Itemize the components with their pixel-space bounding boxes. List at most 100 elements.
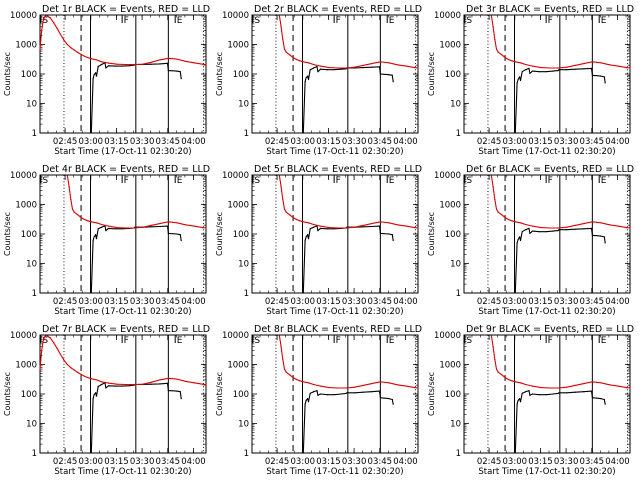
data-point-events xyxy=(590,390,593,392)
data-point-events xyxy=(121,385,123,387)
data-point-lld xyxy=(280,26,282,28)
x-axis-label: Start Time (17-Oct-11 02:30:20) xyxy=(478,147,615,157)
x-tick-label: 03:00 xyxy=(79,297,104,307)
event-marker-e: E xyxy=(389,176,395,186)
data-point-lld xyxy=(295,218,298,221)
data-point-lld xyxy=(629,227,631,229)
data-point-lld xyxy=(417,227,419,229)
data-point-lld xyxy=(519,382,522,384)
data-point-lld xyxy=(133,383,135,386)
data-point-events xyxy=(545,394,547,396)
data-point-events xyxy=(519,398,521,400)
data-point-lld xyxy=(540,387,542,389)
data-point-events xyxy=(105,67,107,69)
data-point-lld xyxy=(66,175,68,177)
data-point-events xyxy=(92,398,94,400)
y-tick-label: 10000 xyxy=(222,171,249,181)
data-point-events xyxy=(302,292,304,294)
data-point-lld xyxy=(507,378,510,381)
data-point-lld xyxy=(116,383,118,385)
data-point-events xyxy=(92,239,94,242)
data-point-lld xyxy=(507,58,510,61)
detector-panel-7: Det 7r BLACK = Events, RED = LLD 1 10 100 10… xyxy=(3,324,210,477)
y-axis-label: Counts/sec xyxy=(427,52,436,96)
x-tick-label: 03:30 xyxy=(342,297,367,307)
series-line-lld xyxy=(66,175,207,229)
x-tick-label: 03:15 xyxy=(316,297,341,307)
event-marker-e: E xyxy=(389,336,395,346)
data-point-lld xyxy=(549,227,551,229)
data-point-events xyxy=(179,71,181,73)
data-point-events xyxy=(603,76,605,78)
data-point-events xyxy=(313,67,315,69)
data-point-events xyxy=(159,383,161,385)
data-point-lld xyxy=(629,387,631,389)
data-point-lld xyxy=(70,47,72,49)
data-point-events xyxy=(107,227,110,229)
y-tick-label: 10000 xyxy=(10,331,37,341)
data-point-lld xyxy=(328,227,330,229)
data-point-events xyxy=(379,73,381,75)
data-point-events xyxy=(121,228,123,230)
data-point-events xyxy=(545,71,547,73)
y-tick-label: 1000 xyxy=(15,41,37,51)
data-point-events xyxy=(378,225,381,227)
data-point-events xyxy=(309,69,311,71)
data-point-events xyxy=(313,391,315,393)
data-point-lld xyxy=(159,379,161,381)
data-point-events xyxy=(128,385,130,387)
data-point-events xyxy=(583,228,585,230)
x-tick-label: 03:15 xyxy=(104,137,129,147)
y-tick-label: 100 xyxy=(233,230,249,240)
data-point-lld xyxy=(80,53,82,56)
data-point-lld xyxy=(307,222,310,224)
series-line-lld xyxy=(490,335,631,389)
data-point-events xyxy=(557,230,559,232)
x-tick-label: 03:45 xyxy=(580,297,605,307)
x-tick-label: 04:00 xyxy=(393,297,418,307)
y-tick-label: 100 xyxy=(445,390,461,400)
data-point-events xyxy=(307,398,309,400)
data-point-events xyxy=(313,226,315,228)
data-point-lld xyxy=(116,63,118,65)
data-point-events xyxy=(114,65,116,67)
data-point-events xyxy=(590,227,593,229)
detector-panel-5: Det 5r BLACK = Events, RED = LLD 1 10 100 10… xyxy=(215,164,422,317)
data-point-lld xyxy=(159,223,161,225)
data-point-events xyxy=(90,452,92,454)
event-marker-f: F xyxy=(548,336,553,346)
data-point-lld xyxy=(66,363,68,366)
data-point-lld xyxy=(557,67,559,69)
data-point-events xyxy=(307,234,309,236)
data-point-lld xyxy=(202,383,204,385)
y-tick-label: 10 xyxy=(450,420,461,430)
plot-frame xyxy=(463,14,631,134)
data-point-lld xyxy=(497,371,499,373)
data-point-events xyxy=(529,72,531,74)
x-axis-label: Start Time (17-Oct-11 02:30:20) xyxy=(478,467,615,477)
data-point-lld xyxy=(396,224,399,226)
data-point-lld xyxy=(56,347,58,349)
x-axis-label: Start Time (17-Oct-11 02:30:20) xyxy=(266,307,403,317)
y-tick-label: 1000 xyxy=(439,41,461,51)
y-axis-label: Counts/sec xyxy=(3,372,12,416)
data-point-events xyxy=(333,228,335,230)
data-point-lld xyxy=(583,383,585,385)
data-point-events xyxy=(93,74,95,76)
data-point-events xyxy=(307,78,310,81)
data-point-lld xyxy=(608,384,611,386)
data-point-events xyxy=(391,398,393,401)
data-point-events xyxy=(566,229,568,231)
x-axis-label: Start Time (17-Oct-11 02:30:20) xyxy=(266,147,403,157)
data-point-events xyxy=(150,226,152,228)
x-tick-label: 04:00 xyxy=(181,457,206,467)
x-tick-label: 04:00 xyxy=(181,297,206,307)
data-point-lld xyxy=(150,381,152,383)
data-point-lld xyxy=(205,227,207,229)
data-point-lld xyxy=(289,214,291,216)
data-point-lld xyxy=(63,359,65,361)
x-tick-label: 03:30 xyxy=(554,457,579,467)
data-point-lld xyxy=(591,61,594,63)
event-marker-s: S xyxy=(42,336,48,346)
data-point-events xyxy=(517,238,519,241)
